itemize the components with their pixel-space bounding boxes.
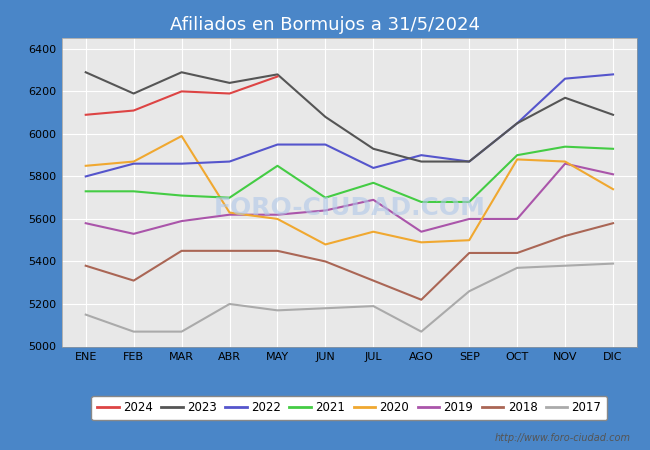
Text: Afiliados en Bormujos a 31/5/2024: Afiliados en Bormujos a 31/5/2024	[170, 16, 480, 34]
Legend: 2024, 2023, 2022, 2021, 2020, 2019, 2018, 2017: 2024, 2023, 2022, 2021, 2020, 2019, 2018…	[92, 396, 607, 420]
Text: FORO-CIUDAD.COM: FORO-CIUDAD.COM	[213, 196, 486, 220]
Text: http://www.foro-ciudad.com: http://www.foro-ciudad.com	[495, 433, 630, 443]
